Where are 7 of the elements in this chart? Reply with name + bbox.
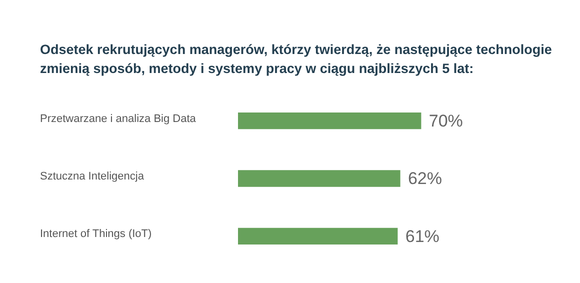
data-label: 62% [408, 169, 442, 188]
chart-title: Odsetek rekrutujących managerów, którzy twierdzą, że następujące technologie zmienią sposób, metody i systemy pracy w ciągu najbliższych 5 lat: [40, 41, 553, 78]
y-tick-label: Internet of Things (IoT) [40, 228, 152, 240]
data-label: 61% [405, 226, 440, 246]
data-label: 70% [428, 112, 463, 131]
y-tick-label: Sztuczna Inteligencja [40, 170, 145, 183]
y-tick-label: Przetwarzane i analiza Big Data [40, 112, 197, 125]
